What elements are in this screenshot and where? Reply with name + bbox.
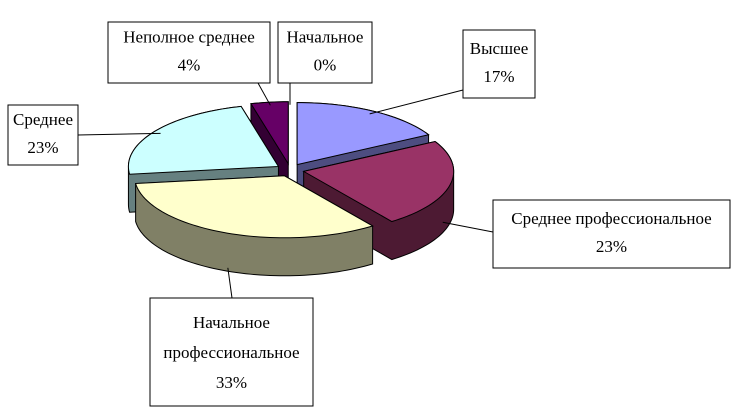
value-label: 33%	[216, 373, 247, 392]
category-label-line: профессиональное	[163, 343, 299, 362]
value-label: 0%	[314, 55, 337, 74]
slice-tops	[127, 101, 455, 239]
leader-line	[442, 221, 494, 233]
label-box	[462, 29, 536, 99]
label-box	[492, 199, 731, 269]
label-box	[149, 297, 314, 407]
category-label: Среднее профессиональное	[511, 209, 711, 228]
category-label: Неполное среднее	[123, 27, 254, 46]
label-box	[277, 21, 373, 84]
value-label: 23%	[27, 138, 58, 157]
leader-line	[77, 132, 161, 136]
category-label: Начальное профессиональное	[163, 313, 299, 362]
slice	[296, 102, 430, 166]
category-label: Среднее	[13, 110, 73, 129]
slice	[302, 140, 455, 223]
slice	[250, 101, 289, 166]
leader-line	[369, 89, 464, 115]
leader-line	[227, 267, 233, 299]
category-label: Высшее	[470, 39, 529, 58]
slice	[127, 105, 280, 175]
slice	[134, 175, 374, 239]
value-label: 4%	[178, 55, 201, 74]
value-label: 23%	[596, 237, 627, 256]
label-box	[107, 21, 271, 84]
category-label-line: Начальное	[193, 313, 270, 332]
label-box	[7, 104, 79, 166]
category-label: Начальное	[287, 27, 364, 46]
leader-line	[257, 82, 271, 106]
value-label: 17%	[483, 67, 514, 86]
